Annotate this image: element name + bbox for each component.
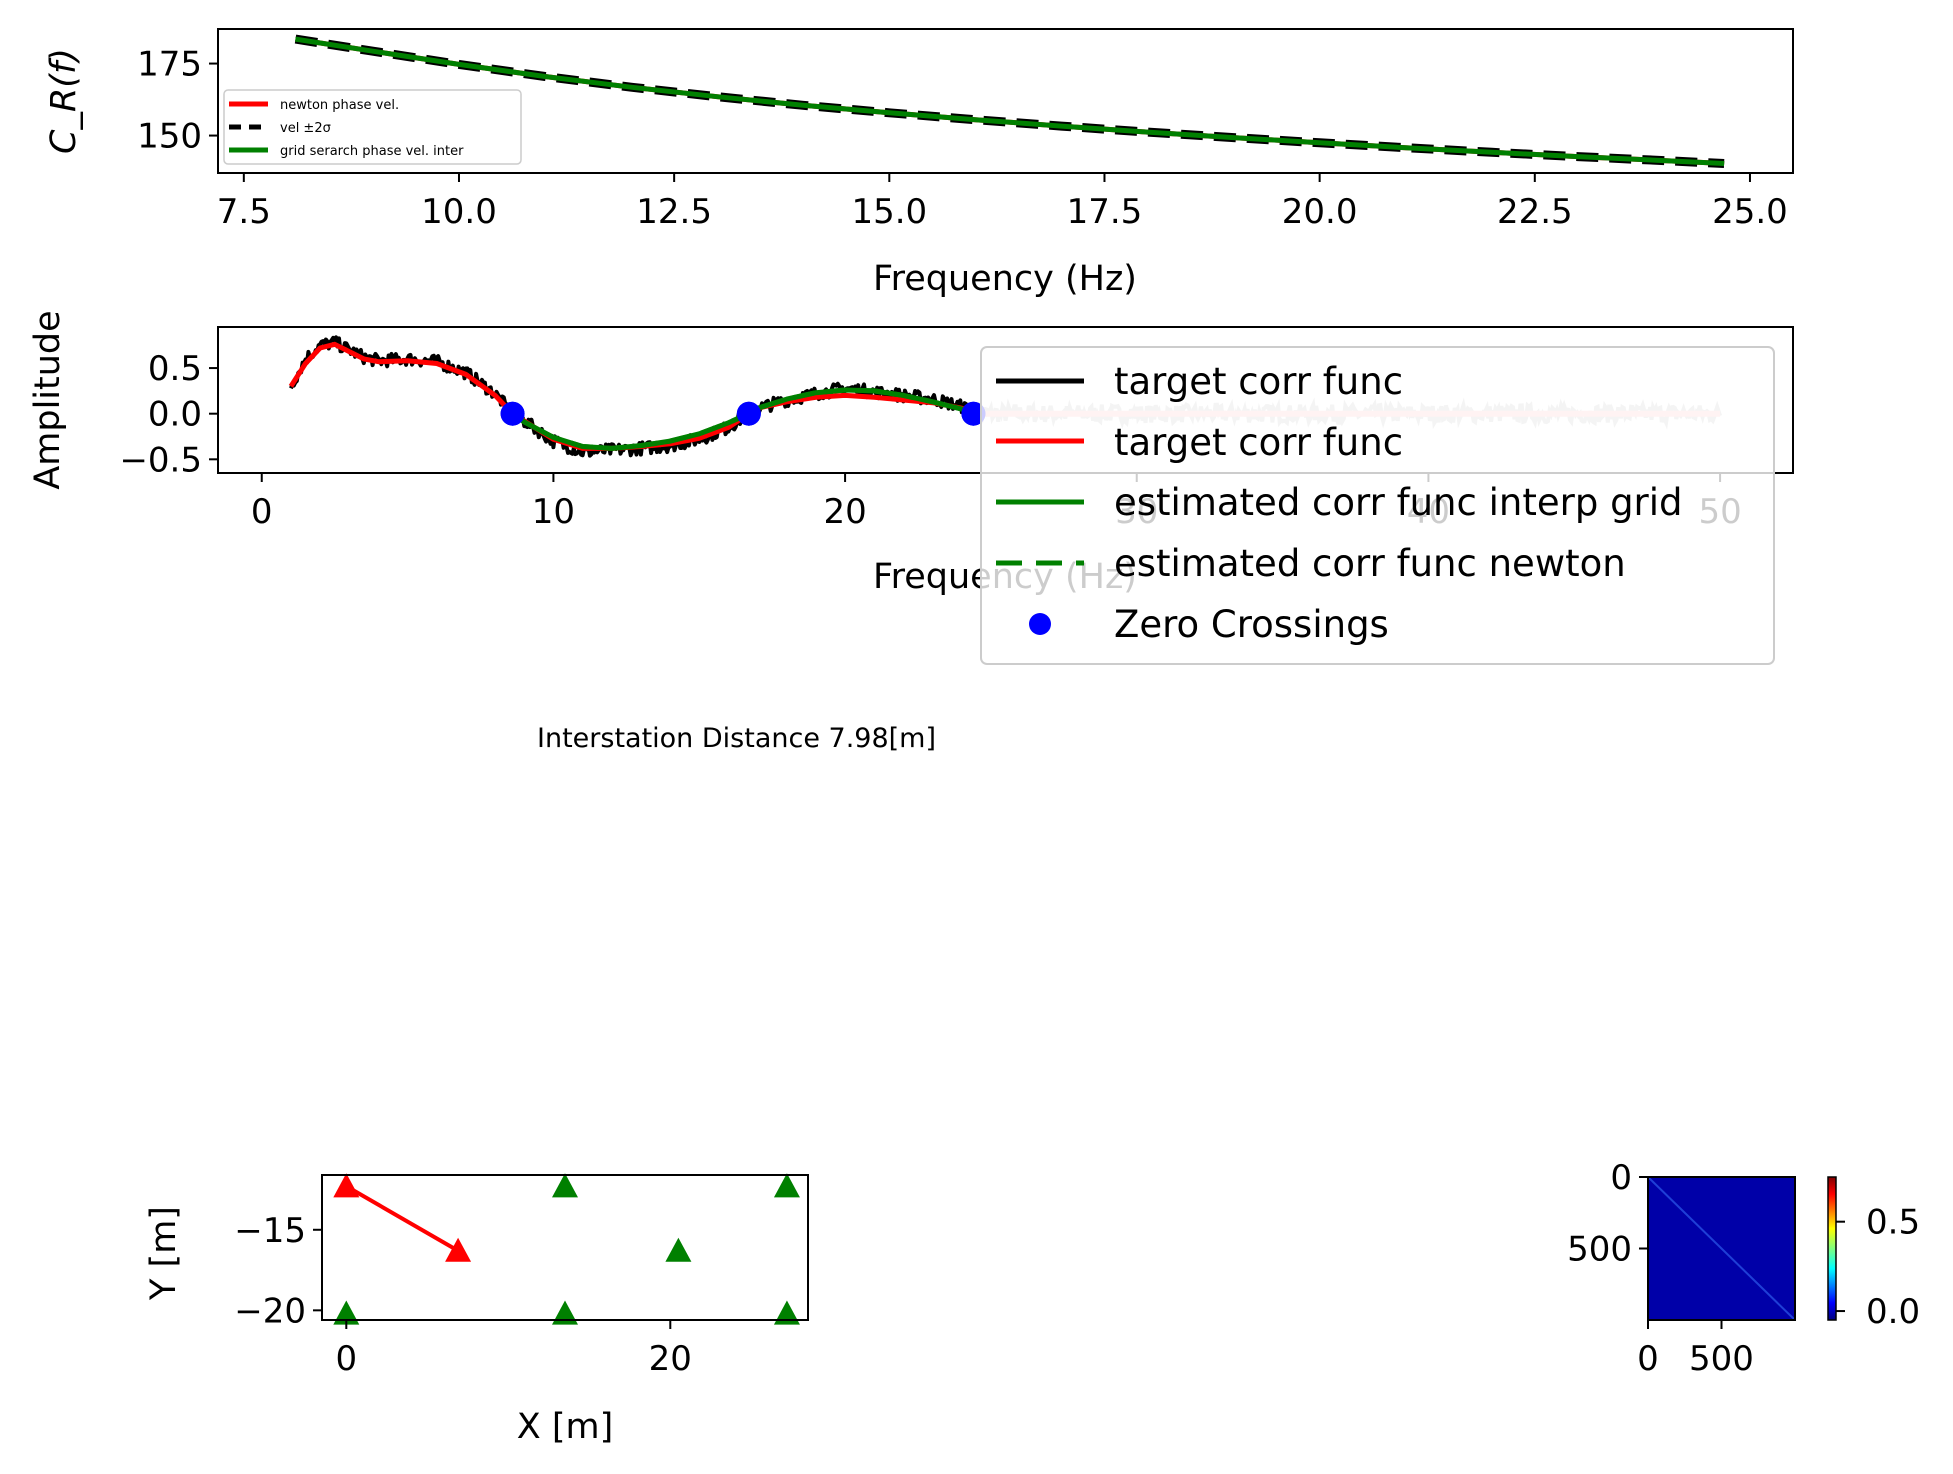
legend-label-vel-2sigma: vel ±2σ <box>280 121 331 136</box>
legend-label-estimated-newton: estimated corr func newton <box>1114 542 1626 585</box>
y-tick-label: 150 <box>137 117 202 157</box>
colorbar <box>1827 1176 1837 1321</box>
matrix-y-tick-label: 500 <box>1567 1230 1632 1270</box>
y-tick-label: 0.0 <box>148 395 202 435</box>
selected-station-marker <box>333 1173 360 1198</box>
selected-pair-line <box>345 1184 460 1253</box>
phase-velocity-panel: 7.5 10.0 12.5 15.0 17.5 20.0 22.5 25.0 150 175 F… <box>44 28 1794 299</box>
zero-crossing-marker-top <box>500 401 525 426</box>
station-marker <box>552 1173 578 1198</box>
y-tick-label: 175 <box>137 45 202 85</box>
station-map-x-label: X [m] <box>517 1407 614 1447</box>
station-marker <box>665 1237 692 1262</box>
zero-crossing-marker-top <box>736 401 761 426</box>
x-tick-label: 10 <box>532 492 575 532</box>
legend-label-estimated-interp-grid: estimated corr func interp grid <box>1114 481 1683 524</box>
matrix-y-ticks: 0 500 <box>1567 1158 1648 1270</box>
colorbar-tick-label: 0.0 <box>1866 1292 1920 1332</box>
legend-label-target-corr-func-black: target corr func <box>1114 360 1403 403</box>
phase-velocity-legend-box <box>223 89 522 165</box>
x-tick-label: 15.0 <box>851 192 927 232</box>
phase-velocity-x-ticks: 7.5 10.0 12.5 15.0 17.5 20.0 22.5 25.0 <box>217 173 1788 232</box>
legend-marker-zero-crossings <box>1029 613 1051 635</box>
x-tick-label: 10.0 <box>421 192 497 232</box>
x-tick-label: 20 <box>823 492 866 532</box>
x-tick-label: 22.5 <box>1497 192 1573 232</box>
legend-label-target-corr-func-red: target corr func <box>1114 421 1403 464</box>
selected-station-marker <box>445 1237 472 1262</box>
x-tick-label: 12.5 <box>636 192 712 232</box>
correlation-legend: target corr func target corr func estima… <box>980 346 1775 665</box>
zero-crossing-marker-top <box>961 401 986 426</box>
legend-label-zero-crossings: Zero Crossings <box>1114 603 1389 646</box>
x-tick-label: 0 <box>335 1339 357 1379</box>
phase-velocity-y-label: C_R(f) <box>44 48 84 154</box>
x-tick-label: 20.0 <box>1282 192 1358 232</box>
matrix-diagonal <box>1647 1176 1796 1321</box>
y-tick-label: −20 <box>234 1291 306 1331</box>
correlation-y-ticks: 0.5 0.0 −0.5 <box>119 349 218 480</box>
y-tick-label: −0.5 <box>119 440 202 480</box>
phase-velocity-legend: newton phase vel. vel ±2σ grid serarch p… <box>223 89 522 165</box>
x-tick-label: 7.5 <box>217 192 271 232</box>
station-map-y-ticks: −15 −20 <box>234 1211 322 1331</box>
colorbar-ticks: 0.5 0.0 <box>1836 1203 1920 1332</box>
correlation-y-label: Amplitude <box>28 310 68 489</box>
station-map-y-label: Y [m] <box>144 1206 184 1301</box>
legend-label-newton-phase-vel: newton phase vel. <box>280 98 399 113</box>
x-tick-label: 17.5 <box>1067 192 1143 232</box>
x-tick-label: 0 <box>251 492 273 532</box>
phase-velocity-plot-area <box>294 34 1725 168</box>
colorbar-tick-label: 0.5 <box>1866 1203 1920 1243</box>
y-tick-label: −15 <box>234 1211 306 1251</box>
station-map-x-ticks: 0 20 <box>335 1320 692 1379</box>
station-map-axes-frame <box>321 1174 809 1321</box>
correlation-legend-box <box>980 346 1775 665</box>
station-map-panel: 0 20 −15 −20 X [m] Y [m] <box>144 1173 809 1447</box>
interstation-distance-caption: Interstation Distance 7.98[m] <box>537 723 936 754</box>
phase-velocity-x-label: Frequency (Hz) <box>873 259 1137 299</box>
matrix-x-tick-label: 500 <box>1689 1339 1754 1379</box>
legend-label-grid-search-phase-vel: grid serarch phase vel. inter <box>280 144 464 159</box>
matrix-image <box>1647 1176 1796 1321</box>
station-marker <box>333 1300 360 1325</box>
matrix-x-ticks: 0 500 <box>1637 1320 1754 1379</box>
station-marker <box>773 1300 800 1325</box>
x-tick-label: 20 <box>649 1339 692 1379</box>
x-tick-label: 25.0 <box>1712 192 1788 232</box>
phase-velocity-series-green-overlay <box>295 37 1725 166</box>
phase-velocity-y-ticks: 150 175 <box>137 45 218 157</box>
station-marker <box>552 1300 578 1325</box>
station-map-plot-area <box>333 1173 800 1325</box>
station-marker <box>773 1173 800 1198</box>
matrix-x-tick-label: 0 <box>1637 1339 1659 1379</box>
correlation-panel: 01020304050 0.50.0−0.5 Frequency (Hz) Am… <box>28 310 1794 665</box>
matrix-panel: 0 500 0 500 0.5 0.0 <box>1567 1158 1920 1379</box>
y-tick-label: 0.5 <box>148 349 202 389</box>
matrix-y-tick-label: 0 <box>1610 1158 1632 1198</box>
phase-velocity-axes-frame <box>217 28 1794 174</box>
